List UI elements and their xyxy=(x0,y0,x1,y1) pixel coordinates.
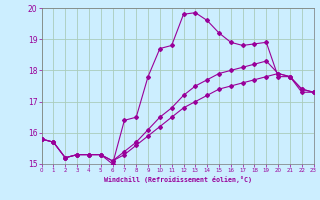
X-axis label: Windchill (Refroidissement éolien,°C): Windchill (Refroidissement éolien,°C) xyxy=(104,176,252,183)
